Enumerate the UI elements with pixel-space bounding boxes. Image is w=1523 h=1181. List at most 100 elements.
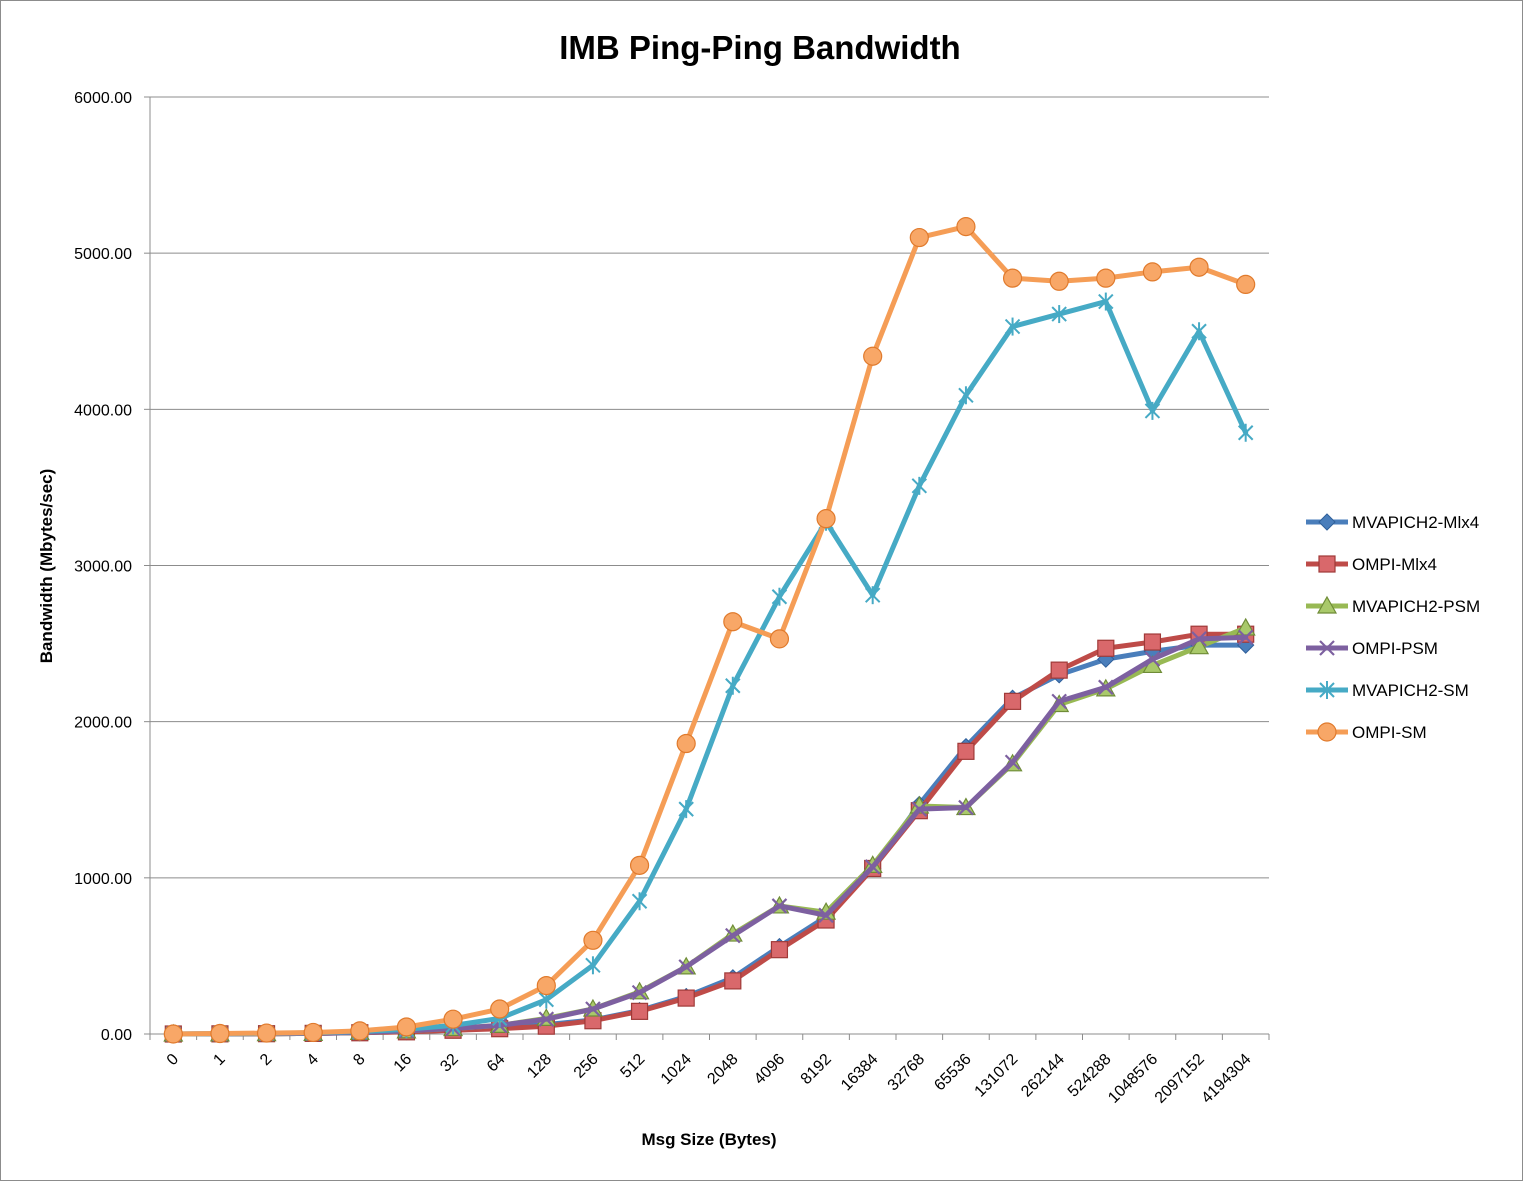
data-point: [1191, 631, 1207, 647]
x-tick-label: 2: [257, 1051, 275, 1069]
y-tick-label: 0.00: [101, 1027, 132, 1044]
data-point: [909, 227, 929, 248]
data-point: [1236, 274, 1256, 294]
data-point: [1051, 305, 1067, 324]
series-line-ompi-sm: [170, 224, 1249, 1037]
x-tick-label: 32: [437, 1051, 462, 1076]
x-tick-label: 8: [350, 1051, 368, 1069]
data-point: [1189, 636, 1210, 655]
data-point: [863, 346, 883, 366]
data-point: [631, 984, 648, 1001]
data-point: [1237, 423, 1254, 442]
legend-marker: [1319, 640, 1335, 656]
data-point: [911, 476, 928, 495]
legend-label: OMPI-Mlx4: [1352, 555, 1437, 574]
data-point: [1004, 754, 1021, 771]
legend-label: MVAPICH2-PSM: [1352, 597, 1480, 616]
x-tick-label: 2097152: [1152, 1051, 1208, 1107]
series-line-mvapich2-mlx4: [170, 642, 1249, 1037]
x-axis-ticks: 0 1 2 4 8 16 32 64 128 256 512 1024 2048 4096 8192 1638…: [164, 1051, 1255, 1107]
x-axis-title: Msg Size (Bytes): [641, 1130, 776, 1149]
legend-marker: [1318, 555, 1336, 573]
data-point: [536, 975, 556, 996]
data-point: [724, 972, 742, 990]
x-tick-label: 65536: [931, 1051, 975, 1095]
data-point: [1237, 629, 1254, 646]
x-tick-label: 1: [210, 1051, 228, 1069]
data-point: [864, 586, 881, 605]
y-tick-label: 4000.00: [74, 402, 132, 419]
data-point: [911, 801, 928, 817]
x-tick-label: 4: [304, 1051, 322, 1069]
data-point: [1049, 271, 1069, 291]
data-point: [629, 855, 650, 875]
legend-item-mvapich2-mlx4: MVAPICH2-Mlx4: [1306, 513, 1479, 532]
x-tick-label: 16: [391, 1051, 416, 1076]
y-tick-label: 5000.00: [74, 246, 132, 263]
legend-marker: [1319, 681, 1335, 699]
legend-marker: [1317, 722, 1337, 742]
x-tick-label: 2048: [704, 1051, 741, 1088]
data-point: [816, 509, 836, 529]
legend-label: OMPI-SM: [1352, 723, 1427, 742]
data-point: [1003, 692, 1022, 710]
legend-item-ompi-mlx4: OMPI-Mlx4: [1306, 555, 1437, 574]
data-point: [585, 1001, 601, 1017]
series-mvapich2-mlx4: [164, 636, 1255, 1043]
series-mvapich2-sm: [165, 292, 1254, 1043]
data-point: [443, 1009, 463, 1029]
x-tick-label: 4194304: [1198, 1051, 1254, 1107]
y-tick-label: 6000.00: [74, 90, 132, 107]
data-point: [350, 1021, 370, 1041]
x-tick-label: 128: [524, 1051, 555, 1082]
data-point: [677, 989, 695, 1007]
data-point: [1189, 257, 1209, 277]
gridlines: [144, 96, 1270, 1040]
data-point: [769, 629, 790, 649]
data-point: [210, 1023, 230, 1044]
chart-title: IMB Ping-Ping Bandwidth: [559, 29, 960, 66]
data-point: [1191, 322, 1207, 341]
data-point: [538, 1011, 555, 1027]
data-point: [1002, 268, 1023, 288]
x-tick-label: 0: [164, 1051, 182, 1069]
y-tick-label: 2000.00: [74, 715, 132, 732]
x-tick-label: 32768: [885, 1051, 929, 1095]
data-point: [770, 941, 789, 959]
legend-item-ompi-psm: OMPI-PSM: [1306, 639, 1438, 658]
data-point: [771, 587, 788, 606]
legend-marker: [1318, 513, 1336, 531]
data-point: [958, 799, 974, 816]
y-axis-ticks: 0.00 1000.00 2000.00 3000.00 4000.00 5000.00 6…: [74, 90, 132, 1044]
data-point: [1097, 639, 1115, 657]
data-point: [1096, 268, 1116, 288]
data-point: [818, 907, 834, 924]
data-point: [583, 930, 603, 950]
data-point: [678, 800, 694, 819]
data-point: [678, 959, 694, 975]
legend: MVAPICH2-Mlx4 OMPI-Mlx4 MVAPICH2-PSM OMPI-P…: [1306, 513, 1480, 742]
legend-marker: [1316, 595, 1338, 614]
data-point: [1144, 651, 1161, 667]
legend-item-mvapich2-psm: MVAPICH2-PSM: [1306, 595, 1480, 616]
data-point: [163, 1024, 183, 1044]
data-point: [585, 956, 601, 975]
data-point: [630, 1002, 649, 1020]
series-layer: [163, 217, 1256, 1044]
data-point: [956, 217, 976, 237]
data-point: [725, 927, 741, 944]
data-point: [771, 898, 788, 914]
legend-label: MVAPICH2-SM: [1352, 681, 1469, 700]
legend-label: MVAPICH2-Mlx4: [1352, 513, 1479, 532]
y-tick-label: 1000.00: [74, 871, 132, 888]
series-ompi-psm: [165, 629, 1254, 1042]
data-point: [1144, 401, 1161, 420]
data-point: [676, 733, 696, 754]
data-point: [957, 742, 975, 760]
data-point: [1004, 317, 1021, 336]
x-tick-label: 512: [617, 1051, 648, 1082]
x-tick-label: 262144: [1018, 1051, 1068, 1101]
data-point: [1051, 693, 1067, 710]
